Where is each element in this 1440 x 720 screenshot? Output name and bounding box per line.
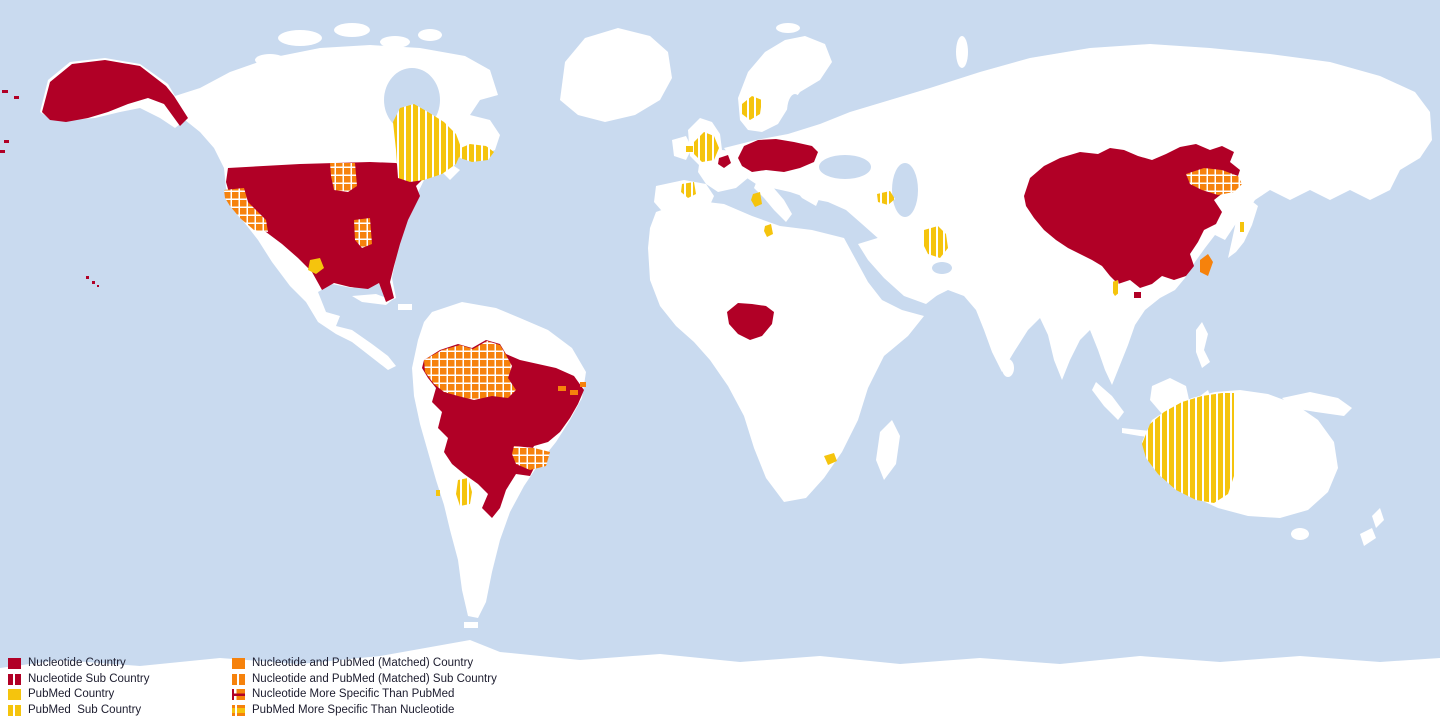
landmass [876,420,900,480]
landmass [956,36,968,68]
data-regions [0,60,1245,518]
legend-swatch-match-sub [232,673,245,685]
landmass [1291,528,1309,540]
region-gauteng [824,453,837,465]
legend-swatch-pub-spec [232,704,245,716]
region-tunisia [764,224,773,237]
region-brazil-ne-coast [558,382,586,395]
landmass [398,304,412,310]
region-turkey-east [877,191,895,205]
legend-row: Nucleotide and PubMed (Matched) Sub Coun… [232,672,497,688]
region-chile [436,490,440,496]
landmass [418,29,442,41]
landmass [464,622,478,628]
region-jilin [1186,168,1242,195]
landmass [754,178,792,222]
region-alaska [42,60,188,126]
legend-row: Nucleotide Sub Country [8,672,232,688]
landmass [0,640,1440,720]
legend-swatch-nuc [8,658,21,670]
caspian-sea [892,163,918,217]
region-aleutians [0,90,19,153]
region-taiwan [1200,254,1213,276]
landmass [1196,322,1210,368]
region-china [1024,144,1240,298]
legend-label: Nucleotide and PubMed (Matched) Sub Coun… [252,672,497,685]
region-amazonas [424,341,516,400]
region-western-australia [1142,393,1234,503]
legend-label: Nucleotide and PubMed (Matched) Country [252,657,474,670]
persian-gulf [932,262,952,274]
landmass [648,200,924,502]
region-sao-paulo [512,446,550,470]
landmass [278,30,322,46]
legend-swatch-nuc-sub [8,673,21,685]
landmass [1360,528,1376,546]
landmass [654,180,714,222]
region-norway [742,96,762,120]
legend-column-1: Nucleotide Country Nucleotide Sub Country… [8,656,232,718]
region-quebec [393,104,462,182]
legend-label: PubMed More Specific Than Nucleotide [252,703,455,716]
legend: Nucleotide Country Nucleotide Sub Country… [8,656,497,718]
landmass [352,294,392,305]
landmass [334,23,370,37]
legend-label: PubMed Sub Country [28,703,142,716]
legend-row: PubMed Country [8,687,232,703]
landmass [776,23,800,33]
black-sea [819,155,871,179]
region-ireland [686,146,693,152]
landmass [380,36,410,48]
landmass [308,53,332,63]
landmass [255,54,285,66]
landmass [738,36,832,132]
landmass [635,85,661,99]
legend-row: PubMed More Specific Than Nucleotide [232,703,497,719]
region-nigeria [727,303,774,340]
region-ile-de-france [718,155,731,168]
landmass [672,136,692,160]
legend-label: PubMed Country [28,688,115,701]
landmass [1372,508,1384,528]
legend-row: Nucleotide and PubMed (Matched) Country [232,656,497,672]
region-california [224,188,268,232]
legend-swatch-nuc-spec [232,689,245,701]
region-japan [1240,222,1245,232]
legend-row: Nucleotide Country [8,656,232,672]
region-germany-poland [738,139,818,172]
baltic-sea [787,94,803,130]
legend-label: Nucleotide Sub Country [28,672,150,685]
legend-row: PubMed Sub Country [8,703,232,719]
region-england [694,132,719,162]
legend-swatch-pub-sub [8,704,21,716]
landmass [1282,392,1352,416]
legend-swatch-pub [8,689,21,701]
legend-column-2: Nucleotide and PubMed (Matched) Country N… [232,656,497,718]
legend-swatch-match [232,658,245,670]
region-newfoundland [456,144,494,162]
region-usa [226,152,430,302]
region-mississippi [354,218,372,248]
region-myanmar [1111,280,1120,296]
region-minnesota [330,163,357,192]
region-sardinia [751,192,762,207]
landmass [1002,359,1014,377]
region-galicia [681,182,696,198]
region-mexico-city [308,258,324,274]
legend-label: Nucleotide More Specific Than PubMed [252,688,455,701]
landmass [1247,183,1265,197]
legend-label: Nucleotide Country [28,657,126,670]
landmass [1092,382,1124,420]
legend-row: Nucleotide More Specific Than PubMed [232,687,497,703]
region-cordoba [456,478,472,506]
region-iran-south [922,226,948,258]
region-hawaii [86,276,99,287]
